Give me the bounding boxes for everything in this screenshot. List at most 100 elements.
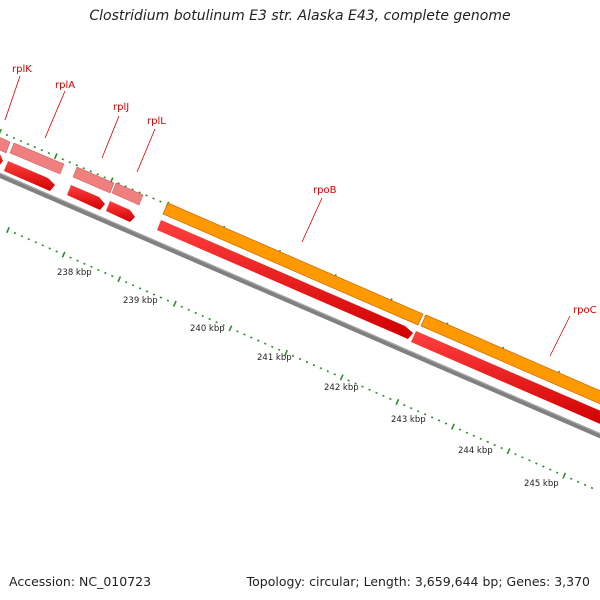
minor-tick: [576, 480, 580, 483]
feature-rpll-upper[interactable]: [111, 182, 144, 206]
minor-tick: [430, 416, 434, 419]
minor-tick: [208, 317, 211, 321]
feature-rpob-arrow[interactable]: [157, 220, 413, 339]
feature-rpoc-arrow[interactable]: [411, 331, 600, 426]
feature-rpll-arrow[interactable]: [106, 201, 135, 222]
feature-rpob-orange[interactable]: [162, 202, 424, 326]
feature-rplk-upper[interactable]: [0, 135, 11, 154]
minor-tick: [389, 397, 392, 401]
minor-tick: [152, 293, 156, 296]
minor-tick: [69, 256, 72, 259]
tick-label: 238 kbp: [57, 268, 92, 278]
leader-line-rplk: [4, 75, 21, 121]
major-tick: [562, 472, 567, 479]
minor-tick: [201, 314, 204, 318]
minor-tick: [20, 235, 24, 238]
major-tick: [0, 128, 2, 135]
leader-line-rpob: [301, 197, 323, 243]
minor-tick: [542, 465, 545, 468]
feature-rpla-upper[interactable]: [9, 142, 65, 175]
minor-tick: [145, 290, 149, 293]
minor-tick: [347, 379, 350, 382]
minor-tick: [257, 339, 260, 342]
minor-tick: [61, 158, 65, 161]
minor-tick: [521, 456, 524, 459]
feature-rplk-arrow[interactable]: [0, 150, 3, 167]
minor-tick: [138, 191, 141, 194]
minor-tick: [97, 268, 100, 272]
minor-tick: [152, 197, 155, 200]
minor-tick: [493, 443, 496, 447]
minor-tick: [535, 462, 538, 465]
gene-label-rplj[interactable]: rplJ: [113, 102, 129, 113]
gene-label-rpoc[interactable]: rpoC: [573, 305, 597, 316]
minor-tick: [368, 388, 371, 391]
minor-tick: [27, 238, 31, 241]
minor-tick: [47, 152, 51, 155]
minor-tick: [26, 142, 30, 146]
minor-tick: [458, 428, 462, 431]
minor-tick: [514, 453, 517, 456]
minor-tick: [75, 164, 78, 167]
minor-tick: [19, 139, 23, 143]
minor-tick: [479, 437, 482, 440]
feature-rplj-upper[interactable]: [72, 166, 115, 194]
major-tick: [172, 300, 177, 307]
major-tick: [451, 423, 455, 430]
feature-rpoc-orange[interactable]: [420, 314, 600, 406]
map-title: Clostridium botulinum E3 str. Alaska E43…: [89, 8, 511, 24]
minor-tick: [305, 360, 309, 364]
minor-tick: [48, 247, 51, 250]
minor-tick: [423, 413, 427, 416]
feature-rpla-arrow[interactable]: [4, 161, 55, 191]
minor-tick: [382, 394, 385, 397]
minor-tick: [243, 333, 246, 336]
minor-tick: [76, 259, 79, 262]
tick-label: 244 kbp: [458, 446, 493, 456]
minor-tick: [500, 446, 503, 450]
minor-tick: [250, 336, 253, 339]
minor-tick: [333, 373, 336, 376]
feature-rplj-arrow[interactable]: [67, 185, 105, 210]
tick-label: 239 kbp: [123, 296, 158, 306]
gene-label-rpll[interactable]: rplL: [147, 116, 166, 127]
major-tick: [117, 276, 122, 283]
minor-tick: [437, 419, 441, 422]
minor-tick: [569, 477, 573, 480]
tick-label: 241 kbp: [257, 353, 292, 363]
minor-tick: [403, 403, 406, 407]
minor-tick: [180, 305, 184, 308]
leader-line-rplj: [101, 115, 120, 159]
tick-label: 242 kbp: [324, 383, 359, 393]
minor-tick: [124, 281, 128, 284]
minor-tick: [103, 176, 106, 179]
minor-tick: [104, 271, 107, 275]
minor-tick: [264, 342, 267, 345]
minor-tick: [486, 440, 489, 444]
minor-tick: [12, 136, 16, 140]
minor-tick: [187, 308, 190, 311]
major-tick: [339, 374, 344, 381]
scale-labels: 238 kbp 239 kbp 240 kbp 241 kbp 242 kbp …: [57, 268, 559, 489]
minor-tick: [361, 385, 364, 388]
minor-tick: [5, 133, 9, 137]
major-tick: [395, 398, 400, 406]
minor-tick: [326, 370, 330, 373]
minor-tick: [465, 431, 469, 434]
gene-labels: rplK rplA rplJ rplL rpoB rpoC: [4, 64, 597, 357]
major-tick: [506, 448, 511, 455]
minor-tick: [549, 468, 552, 471]
gene-label-rpob[interactable]: rpoB: [313, 185, 337, 196]
gene-label-rplk[interactable]: rplK: [12, 64, 32, 75]
minor-tick: [375, 391, 378, 394]
leader-line-rpll: [136, 128, 156, 173]
minor-tick: [55, 250, 58, 253]
leader-line-rpla: [44, 90, 66, 139]
minor-tick: [159, 200, 162, 203]
major-tick: [284, 349, 289, 356]
tick-label: 245 kbp: [524, 479, 559, 489]
minor-tick: [40, 149, 44, 152]
gene-label-rpla[interactable]: rplA: [55, 80, 75, 91]
minor-tick: [416, 410, 420, 413]
